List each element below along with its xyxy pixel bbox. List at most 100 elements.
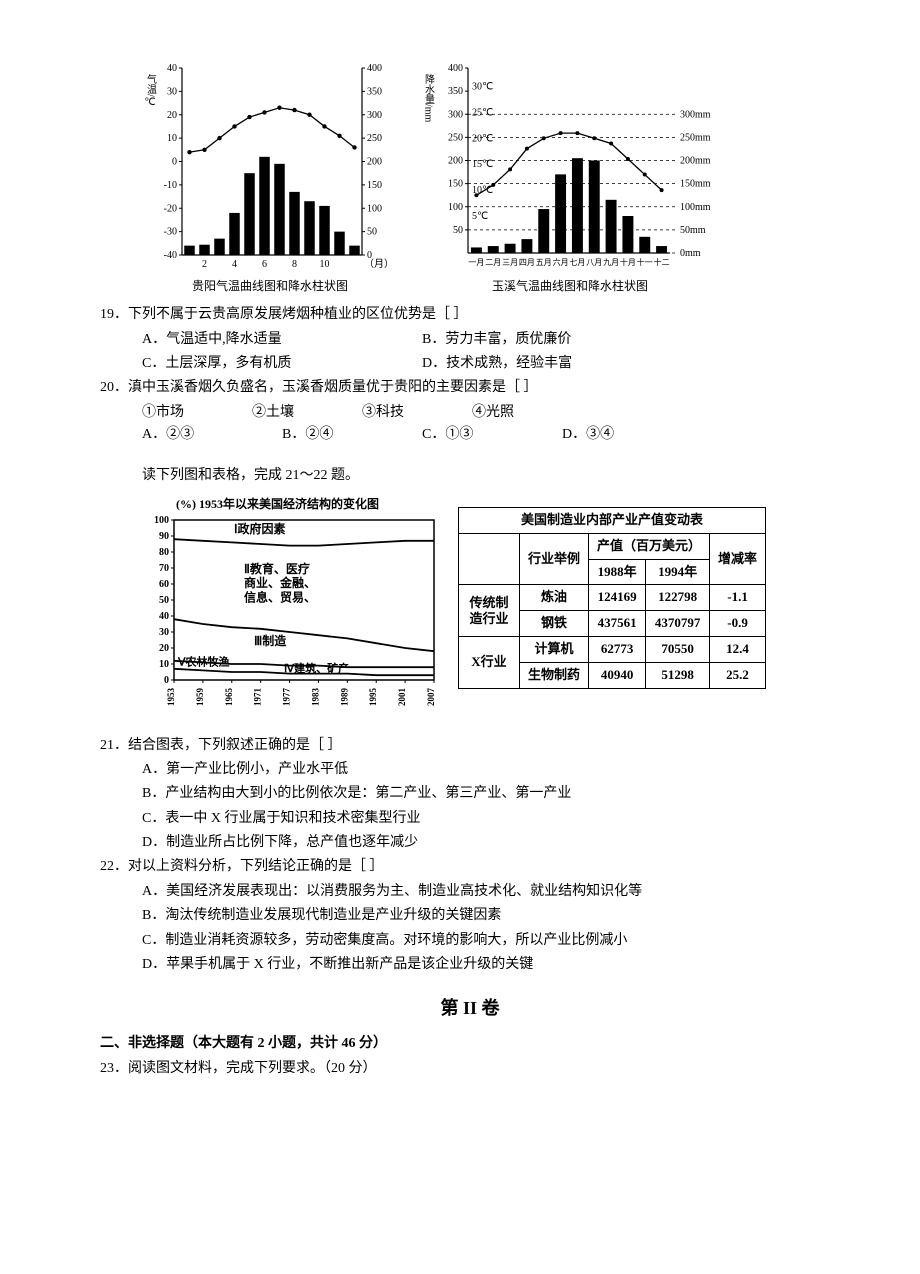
- svg-text:350: 350: [448, 86, 463, 97]
- econ-chart-title: (%) 1953年以来美国经济结构的变化图: [140, 495, 440, 514]
- svg-text:8: 8: [292, 259, 297, 270]
- r2a-rate: 12.4: [710, 636, 766, 662]
- q20-f4: ④光照: [472, 402, 582, 424]
- svg-text:4: 4: [232, 259, 237, 270]
- svg-text:（月）: （月）: [364, 258, 394, 270]
- yuxi-climate-svg: 501001502002503003504000mm50mm100mm150mm…: [420, 60, 720, 275]
- q19-B: B．劳力丰富，质优廉价: [422, 329, 840, 351]
- q20-factors: ①市场 ②土壤 ③科技 ④光照: [100, 402, 840, 424]
- q22-C: C．制造业消耗资源较多，劳动密集度高。对环境的影响大，所以产业比例减小: [142, 930, 840, 952]
- svg-text:250: 250: [448, 132, 463, 143]
- svg-text:三月: 三月: [502, 258, 518, 267]
- svg-text:150mm: 150mm: [680, 179, 711, 190]
- q21-options: A．第一产业比例小，产业水平低 B．产业结构由大到小的比例依次是：第二产业、第三…: [100, 759, 840, 855]
- us-mfg-table: 美国制造业内部产业产值变动表 行业举例 产值（百万美元） 增减率 1988年 1…: [458, 507, 766, 689]
- svg-text:200: 200: [367, 157, 382, 168]
- guiyang-caption: 贵阳气温曲线图和降水柱状图: [192, 277, 348, 296]
- r2b-94: 51298: [646, 662, 710, 688]
- q21-B: B．产业结构由大到小的比例依次是：第二产业、第三产业、第一产业: [142, 783, 840, 805]
- svg-text:350: 350: [367, 86, 382, 97]
- svg-text:-20: -20: [164, 203, 177, 214]
- q19-stem: 19．下列不属于云贵高原发展烤烟种植业的区位优势是［ ］: [100, 304, 840, 326]
- r2b-rate: 25.2: [710, 662, 766, 688]
- svg-text:200mm: 200mm: [680, 156, 711, 167]
- svg-text:八月: 八月: [586, 258, 602, 267]
- svg-text:20: 20: [159, 643, 169, 654]
- svg-text:250mm: 250mm: [680, 132, 711, 143]
- svg-text:50: 50: [159, 595, 169, 606]
- q20-f2: ②土壤: [252, 402, 362, 424]
- svg-text:100mm: 100mm: [680, 202, 711, 213]
- svg-text:1995: 1995: [368, 688, 378, 707]
- svg-text:100: 100: [367, 203, 382, 214]
- r2b-88: 40940: [589, 662, 646, 688]
- tbl-h-1994: 1994年: [646, 559, 710, 585]
- yuxi-chart: 501001502002503003504000mm50mm100mm150mm…: [420, 60, 720, 296]
- svg-text:300: 300: [448, 109, 463, 120]
- svg-text:0: 0: [164, 675, 169, 686]
- q20-f1: ①市场: [142, 402, 252, 424]
- svg-text:2001: 2001: [397, 688, 407, 707]
- guiyang-chart: -40-30-20-100102030400501001502002503003…: [140, 60, 400, 296]
- q20-A: A．②③: [142, 424, 282, 446]
- q20-C: C．①③: [422, 424, 562, 446]
- svg-text:2: 2: [202, 259, 207, 270]
- r1a-name: 炼油: [520, 585, 589, 611]
- svg-text:-10: -10: [164, 180, 177, 191]
- guiyang-climate-svg: -40-30-20-100102030400501001502002503003…: [140, 60, 400, 275]
- svg-text:25℃: 25℃: [472, 107, 493, 118]
- svg-text:150: 150: [448, 179, 463, 190]
- r1a-88: 124169: [589, 585, 646, 611]
- svg-text:400: 400: [448, 63, 463, 74]
- svg-text:1989: 1989: [339, 688, 349, 707]
- svg-text:降水量/mm: 降水量/mm: [423, 73, 435, 123]
- svg-text:Ⅱ教育、医疗: Ⅱ教育、医疗: [244, 561, 310, 576]
- r2a-88: 62773: [589, 636, 646, 662]
- q19-A: A．气温适中,降水适量: [142, 329, 422, 351]
- r1b-rate: -0.9: [710, 611, 766, 637]
- svg-text:1965: 1965: [224, 688, 234, 707]
- tbl-title: 美国制造业内部产业产值变动表: [459, 507, 766, 533]
- svg-text:10: 10: [159, 659, 169, 670]
- svg-text:300: 300: [367, 110, 382, 121]
- svg-text:10: 10: [167, 133, 177, 144]
- svg-text:200: 200: [448, 156, 463, 167]
- svg-text:70: 70: [159, 563, 169, 574]
- r1a-94: 122798: [646, 585, 710, 611]
- svg-text:100: 100: [448, 202, 463, 213]
- tbl-h-industry: 行业举例: [520, 533, 589, 585]
- svg-text:Ⅴ农林牧渔: Ⅴ农林牧渔: [177, 655, 230, 669]
- q21-C: C．表一中 X 行业属于知识和技术密集型行业: [142, 808, 840, 830]
- svg-text:四月: 四月: [519, 258, 535, 267]
- q19-options: A．气温适中,降水适量 B．劳力丰富，质优廉价 C．土层深厚，多有机质 D．技术…: [100, 329, 840, 376]
- svg-text:Ⅳ建筑、矿产: Ⅳ建筑、矿产: [284, 661, 349, 675]
- svg-text:1953: 1953: [166, 688, 176, 707]
- q19-C: C．土层深厚，多有机质: [142, 353, 422, 375]
- tbl-cat1: 传统制造行业: [459, 585, 520, 637]
- svg-text:15℃: 15℃: [472, 159, 493, 170]
- svg-text:商业、金融、: 商业、金融、: [244, 575, 316, 590]
- svg-text:30: 30: [167, 86, 177, 97]
- svg-text:1959: 1959: [195, 688, 205, 707]
- svg-text:五月: 五月: [536, 258, 552, 267]
- tbl-cat2: X行业: [459, 636, 520, 688]
- tbl-h-value: 产值（百万美元）: [589, 533, 710, 559]
- svg-text:十二: 十二: [654, 257, 670, 267]
- svg-text:5℃: 5℃: [472, 211, 488, 222]
- svg-text:50: 50: [453, 225, 463, 236]
- r1b-94: 4370797: [646, 611, 710, 637]
- r1b-88: 437561: [589, 611, 646, 637]
- r2a-94: 70550: [646, 636, 710, 662]
- svg-text:50mm: 50mm: [680, 225, 706, 236]
- svg-text:六月: 六月: [553, 257, 569, 267]
- svg-text:一月: 一月: [468, 258, 484, 267]
- svg-text:Ⅰ政府因素: Ⅰ政府因素: [234, 521, 286, 536]
- svg-text:九月: 九月: [603, 258, 619, 267]
- q22-B: B．淘汰传统制造业发展现代制造业是产业升级的关键因素: [142, 905, 840, 927]
- svg-text:20: 20: [167, 110, 177, 121]
- q22-stem: 22．对以上资料分析，下列结论正确的是［ ］: [100, 856, 840, 878]
- tbl-h-1988: 1988年: [589, 559, 646, 585]
- svg-text:6: 6: [262, 259, 267, 270]
- svg-text:40: 40: [159, 611, 169, 622]
- q21-stem: 21．结合图表，下列叙述正确的是［ ］: [100, 735, 840, 757]
